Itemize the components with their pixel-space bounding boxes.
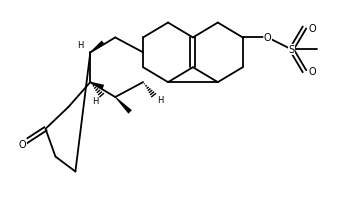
Text: O: O [308,23,316,33]
Polygon shape [90,82,104,90]
Text: H: H [77,41,84,50]
Text: O: O [264,33,271,43]
Text: O: O [19,139,26,149]
Polygon shape [90,41,105,53]
Text: H: H [157,95,163,104]
Text: S: S [289,45,294,55]
Polygon shape [115,97,132,114]
Text: H: H [92,97,99,106]
Text: O: O [308,67,316,77]
